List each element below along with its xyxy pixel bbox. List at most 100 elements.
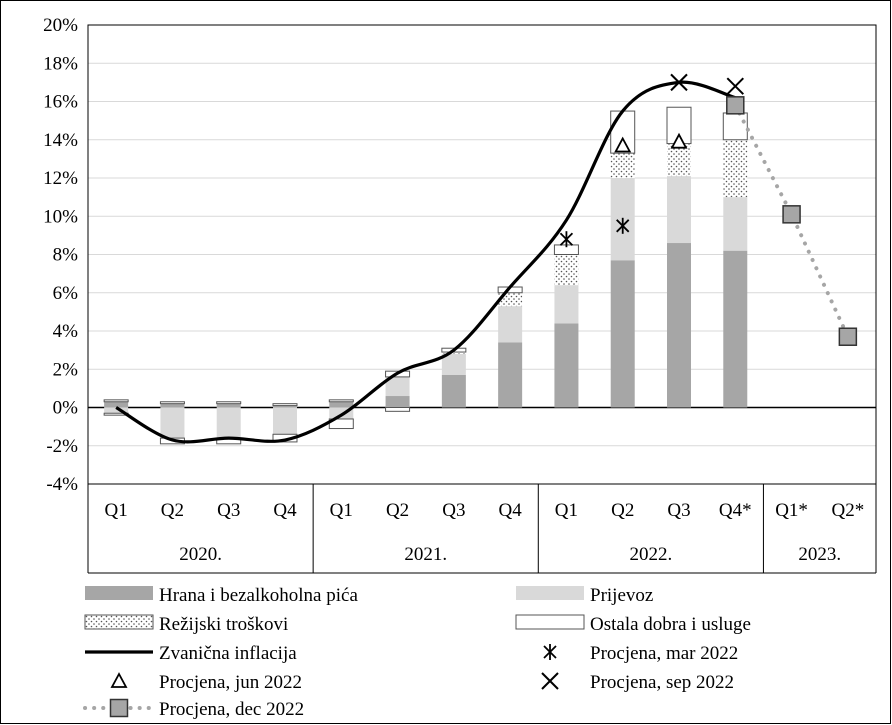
legend-swatch-marker [110, 672, 128, 688]
year-label: 2022. [629, 544, 672, 565]
legend-swatch-marker [541, 672, 559, 690]
y-tick-label: 10% [43, 206, 78, 227]
estimate-markers [559, 73, 858, 346]
bar-segment-transport [441, 353, 466, 375]
year-label: 2021. [404, 544, 447, 565]
plot-area-border [87, 24, 877, 485]
bar-segment-food [610, 260, 635, 408]
bar-segment-transport [723, 197, 748, 251]
x-tick-label: Q2* [831, 500, 864, 521]
bar-segment-utilities [723, 139, 748, 198]
y-tick-label: 0% [53, 398, 79, 419]
y-tick-label: 12% [43, 168, 78, 189]
y-axis: -4% -2% 0% 2% 4% 6% 8% 10% 12% 14% 16% 18% 20% [43, 15, 78, 495]
y-tick-label: -4% [46, 474, 78, 495]
bar-segment-transport [498, 306, 523, 343]
bar-segment-food [273, 405, 297, 408]
bar-segment-utilities [667, 143, 691, 177]
bar-segment-other [722, 112, 748, 141]
bar-segment-other [103, 399, 129, 403]
x-tick-label: Q4 [499, 500, 523, 521]
bar-segment-food [667, 243, 691, 408]
legend-swatch [515, 614, 585, 630]
legend-item-food: Hrana i bezalkoholna pića [85, 585, 358, 606]
bar-segment-transport [104, 407, 129, 414]
x-tick-label: Q2 [611, 500, 634, 521]
year-label: 2020. [179, 544, 222, 565]
bar-segment-transport [216, 407, 241, 439]
legend-swatch [85, 586, 153, 600]
bar-segment-food [498, 342, 523, 408]
y-tick-label: 6% [53, 283, 79, 304]
bar-segment-other [272, 403, 298, 407]
line-series [115, 80, 736, 444]
legend: Hrana i bezalkoholna pića Prijevoz Režijsk… [83, 585, 751, 720]
x-tick-label: Q2 [161, 500, 184, 521]
marker-dec2022 [782, 205, 801, 224]
legend-label: Procjena, dec 2022 [159, 699, 304, 720]
bar-segment-other [159, 401, 185, 405]
line-official [115, 80, 736, 444]
legend-item-transport: Prijevoz [516, 585, 653, 606]
year-label: 2023. [798, 544, 841, 565]
stacked-bars [103, 106, 748, 445]
x-tick-label: Q1 [330, 500, 353, 521]
bar-segment-transport [273, 407, 297, 435]
legend-label: Procjena, mar 2022 [590, 643, 738, 664]
legend-label: Režijski troškovi [159, 614, 288, 635]
bar-segment-food [329, 401, 354, 408]
bar-segment-transport [554, 285, 579, 324]
legend-item-mar2022: Procjena, mar 2022 [543, 643, 738, 664]
bar-segment-other [328, 399, 354, 403]
bar-segment-utilities [554, 254, 579, 286]
bar-segment-transport [160, 407, 185, 439]
legend-item-other: Ostala dobra i usluge [515, 614, 751, 635]
x-axis: Q1 Q2 Q3 Q4 Q1 Q2 Q3 Q4 Q1 Q2 Q3 Q4* Q1* Q2* 2020. 2021… [87, 484, 877, 574]
legend-label: Hrana i bezalkoholna pića [159, 585, 358, 606]
bar-segment-food [385, 396, 410, 408]
y-tick-label: 4% [53, 321, 79, 342]
bar-segment-transport [385, 376, 410, 397]
legend-swatch-marker [543, 644, 557, 660]
x-tick-label: Q2 [386, 500, 409, 521]
bar-segment-food [554, 323, 579, 408]
marker-sep2022 [726, 77, 744, 95]
bar-segment-food [216, 403, 241, 408]
legend-label: Procjena, sep 2022 [590, 672, 734, 693]
y-tick-label: -2% [46, 436, 78, 457]
marker-mar2022 [616, 217, 630, 234]
legend-item-official: Zvanična inflacija [85, 643, 297, 664]
marker-dec2022 [726, 96, 745, 115]
legend-item-jun2022: Procjena, jun 2022 [110, 672, 302, 693]
bar-segment-transport [667, 176, 691, 244]
bar-segment-negother [385, 407, 411, 412]
y-tick-label: 20% [43, 15, 78, 36]
x-tick-label: Q4* [719, 500, 752, 521]
marker-sep2022 [670, 73, 688, 92]
x-tick-label: Q1 [555, 500, 578, 521]
y-tick-label: 14% [43, 130, 78, 151]
x-tick-label: Q3 [442, 500, 465, 521]
marker-mar2022 [559, 231, 574, 248]
y-tick-label: 16% [43, 92, 78, 113]
x-tick-label: Q4 [273, 500, 297, 521]
y-tick-label: 18% [43, 53, 78, 74]
marker-jun2022 [614, 136, 632, 153]
x-tick-label: Q3 [217, 500, 240, 521]
legend-label: Procjena, jun 2022 [159, 672, 302, 693]
bar-segment-food [160, 403, 185, 408]
legend-item-dec2022: Procjena, dec 2022 [83, 698, 304, 720]
bar-segment-food [441, 374, 466, 408]
legend-swatch [516, 586, 584, 600]
legend-label: Prijevoz [590, 585, 653, 606]
bar-segment-food [104, 401, 129, 408]
x-tick-label: Q3 [667, 500, 690, 521]
bar-segment-other [216, 401, 242, 405]
x-tick-label: Q1* [775, 500, 808, 521]
y-tick-label: 8% [53, 245, 79, 266]
marker-dec2022 [838, 327, 858, 346]
legend-item-utilities: Režijski troškovi [84, 614, 288, 635]
bar-segment-utilities [441, 352, 466, 354]
bar-segment-transport [329, 407, 354, 419]
